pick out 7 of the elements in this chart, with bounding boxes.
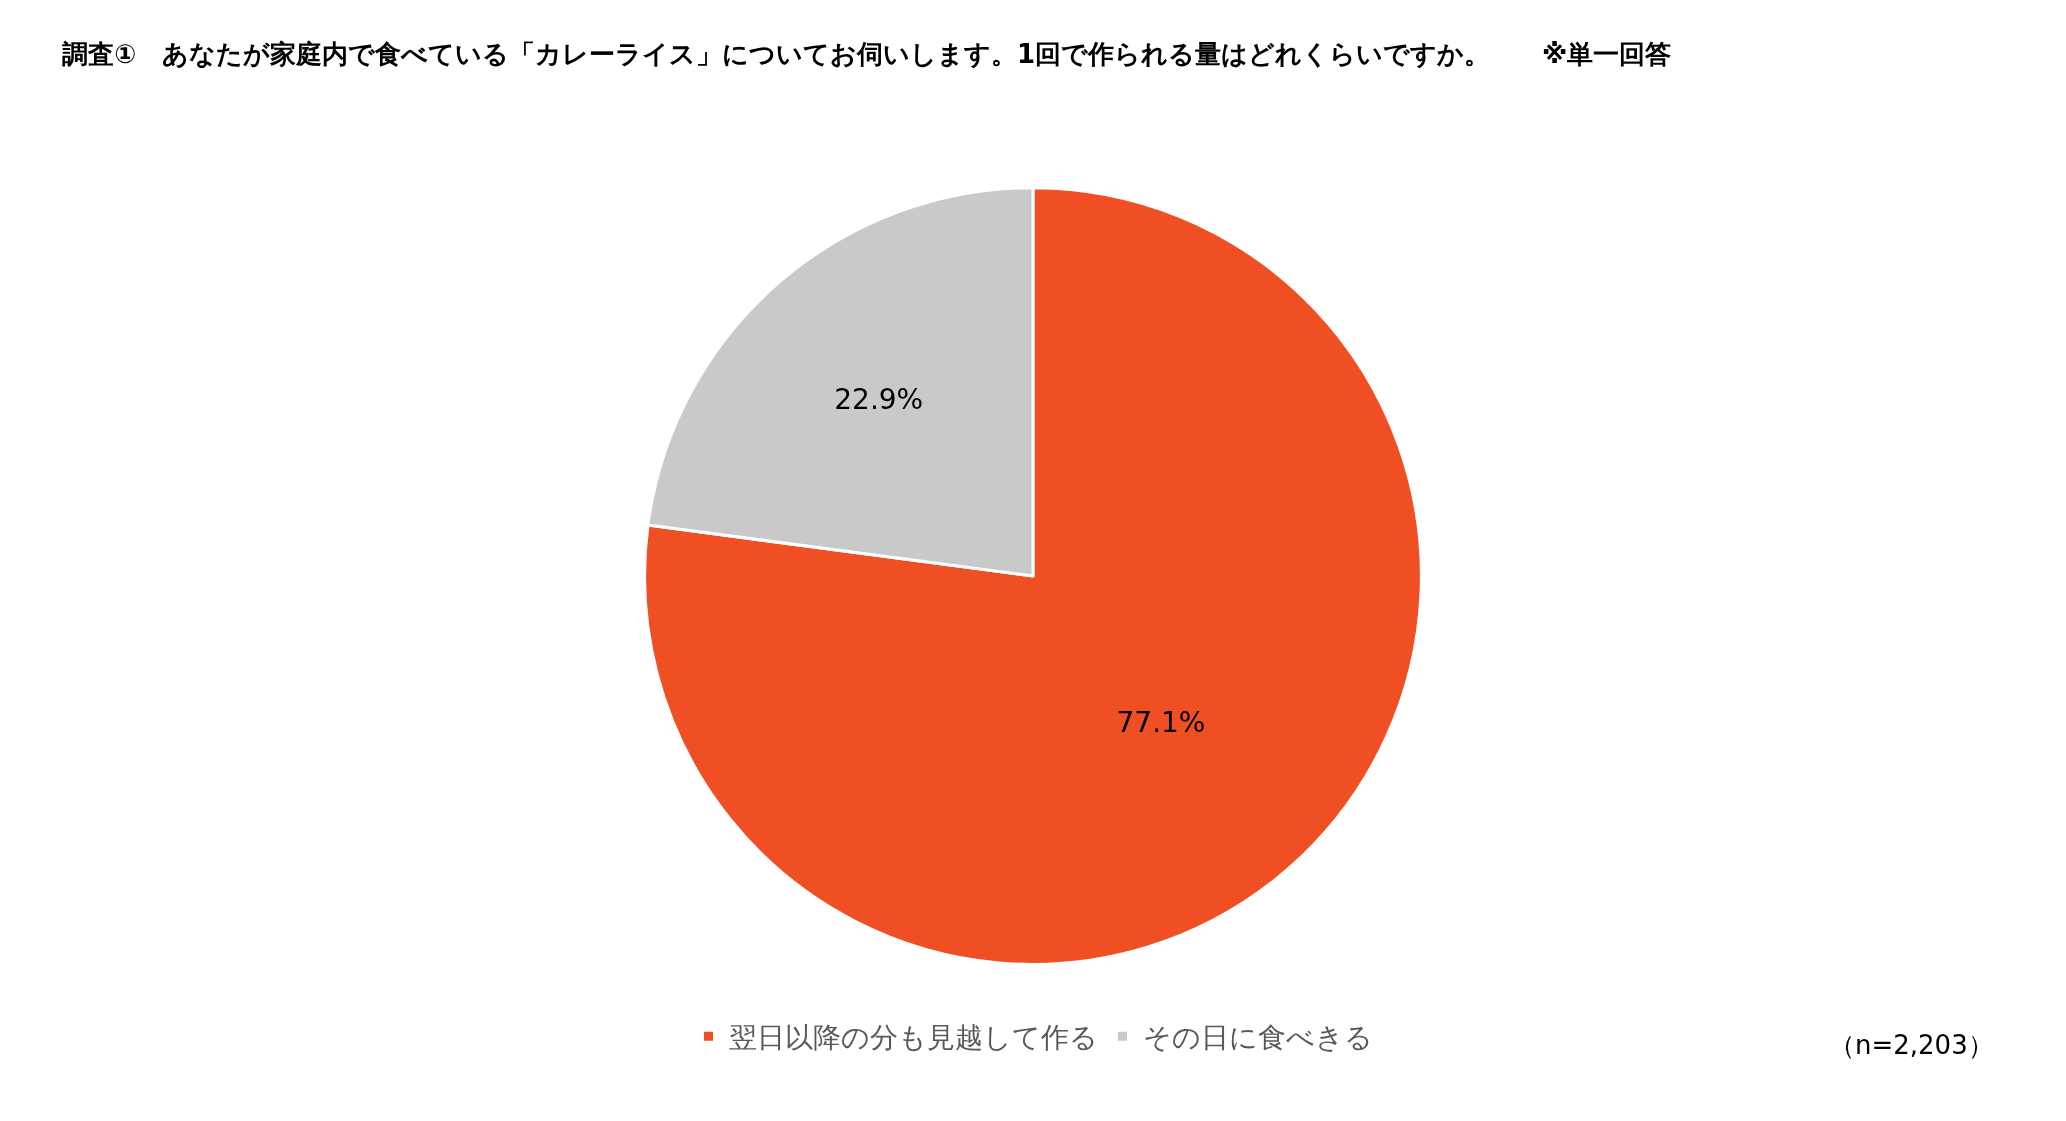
data-label: 22.9% [834,383,924,417]
pie-slice [643,186,1423,966]
chart-title: 調査① あなたが家庭内で食べている「カレーライス」についてお伺いします。1回で作られる量はどれくらいですか。 ※単一回答 [61,39,1672,70]
data-label: 77.1% [1116,705,1206,739]
legend-label: その日に食べきる [1142,1021,1373,1055]
legend-label: 翌日以降の分も見越して作る [728,1021,1098,1055]
text: （n=2,203） [1829,1030,1994,1060]
